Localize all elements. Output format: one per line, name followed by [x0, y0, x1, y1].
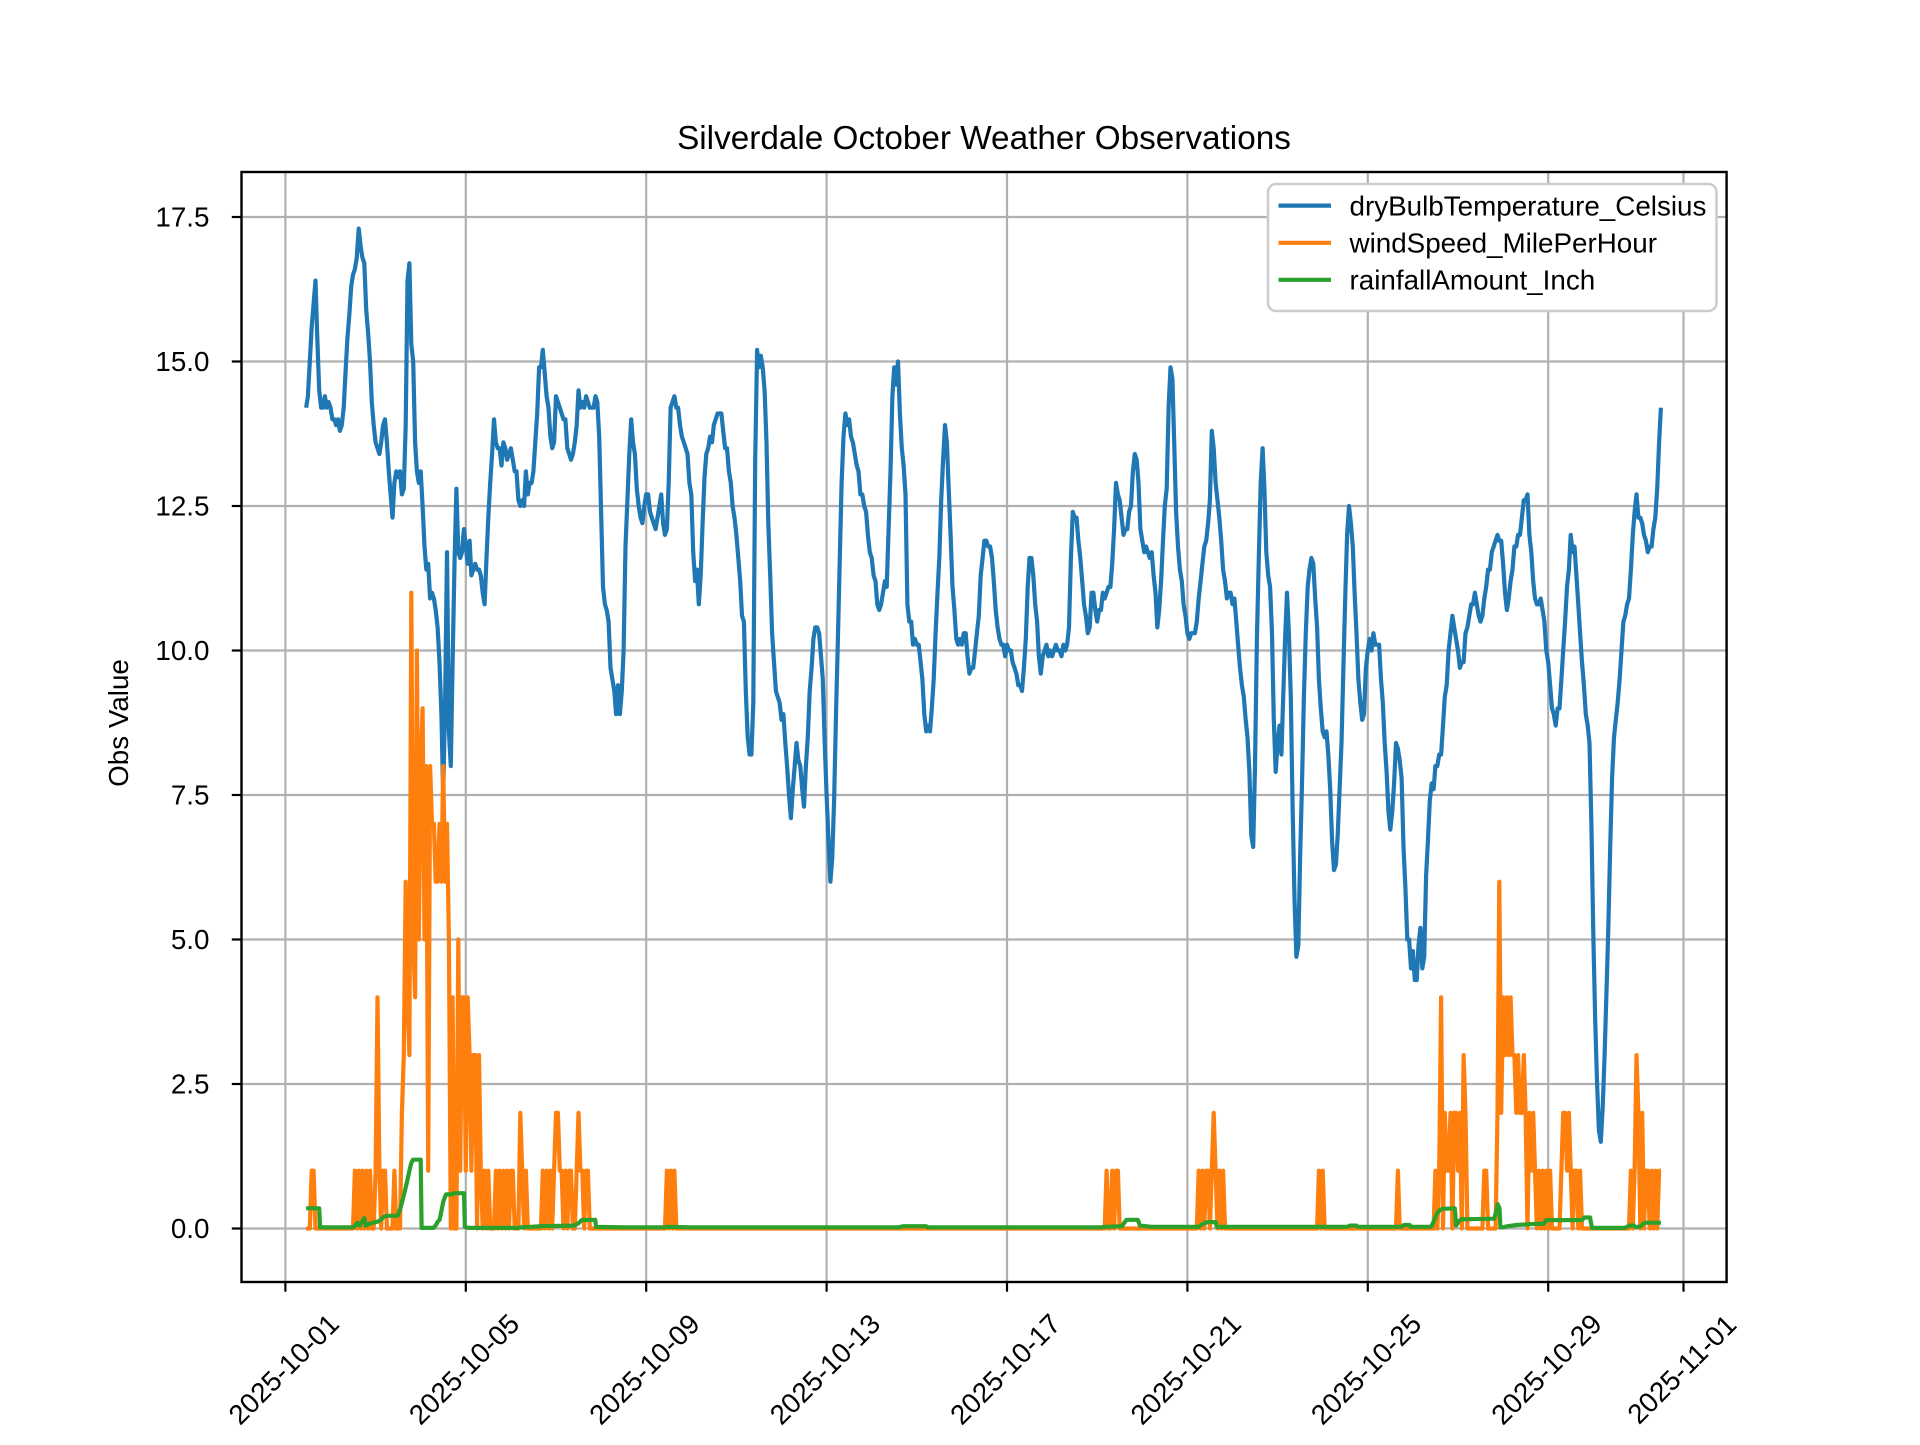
svg-text:dryBulbTemperature_Celsius: dryBulbTemperature_Celsius: [1350, 190, 1707, 221]
svg-text:Silverdale October Weather Obs: Silverdale October Weather Observations: [677, 120, 1291, 157]
svg-text:Obs Value: Obs Value: [103, 659, 134, 787]
svg-text:10.0: 10.0: [155, 635, 209, 666]
svg-text:rainfallAmount_Inch: rainfallAmount_Inch: [1350, 265, 1596, 296]
svg-text:2.5: 2.5: [171, 1069, 210, 1100]
svg-text:windSpeed_MilePerHour: windSpeed_MilePerHour: [1349, 228, 1657, 259]
svg-text:0.0: 0.0: [171, 1213, 210, 1244]
svg-text:5.0: 5.0: [171, 924, 210, 955]
svg-text:12.5: 12.5: [155, 491, 209, 522]
svg-text:17.5: 17.5: [155, 202, 209, 233]
svg-text:15.0: 15.0: [155, 346, 209, 377]
svg-text:7.5: 7.5: [171, 780, 210, 811]
